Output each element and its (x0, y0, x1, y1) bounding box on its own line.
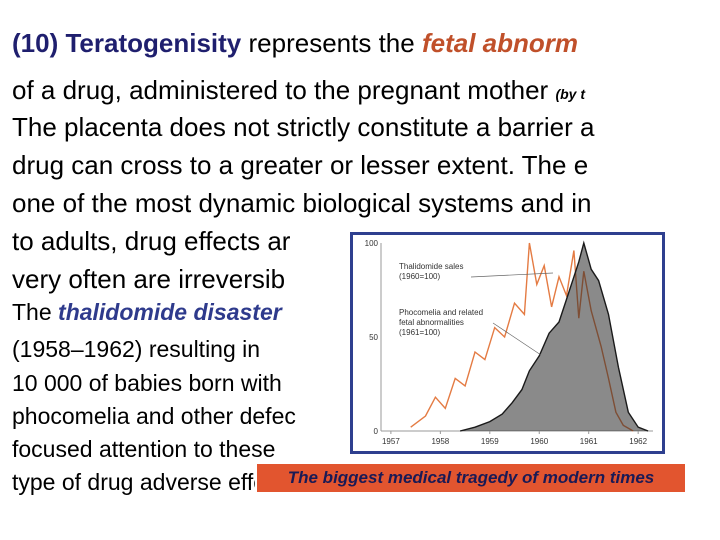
thalidomide-term: thalidomide disaster (58, 299, 282, 325)
heading-rest: represents the (248, 28, 415, 58)
thalidomide-chart: 0 50 100 1957 1958 1959 1960 1961 1962 Thalidomid… (350, 232, 665, 454)
x-tick-label: 1957 (382, 437, 400, 446)
series-area-phocomelia (460, 243, 649, 431)
annotation-leader-sales (470, 272, 554, 278)
chart-annotation: Thalidomide sales (399, 262, 463, 271)
x-tick-label: 1958 (431, 437, 449, 446)
body-line-12: focused attention to these (12, 436, 276, 462)
chart-annotation: (1961=100) (399, 328, 440, 337)
body-line-8: The thalidomide disaster (12, 299, 282, 325)
body-line-2-text: of a drug, administered to the pregnant … (12, 75, 549, 105)
chart-annotation: Phocomelia and related (399, 308, 483, 317)
x-tick-label: 1959 (481, 437, 499, 446)
heading-number: (10) (12, 28, 59, 58)
x-tick-label: 1961 (580, 437, 598, 446)
body-line-2-note: (by t (555, 86, 586, 102)
body-line-9: (1958–1962) resulting in (12, 336, 261, 362)
chart-canvas: 0 50 100 1957 1958 1959 1960 1961 1962 Thalidomid… (365, 239, 653, 446)
body-line-5: one of the most dynamic biological syste… (12, 188, 592, 218)
body-line-3: The placenta does not strictly constitut… (12, 112, 595, 142)
body-line-13: type of drug adverse effe (12, 469, 267, 495)
body-line-4: drug can cross to a greater or lesser ex… (12, 150, 589, 180)
chart-annotation: (1960=100) (399, 272, 440, 281)
y-tick-label: 100 (365, 239, 379, 248)
body-line-6: to adults, drug effects ar (12, 226, 291, 256)
body-line-8-pre: The (12, 299, 52, 325)
x-tick-label: 1962 (629, 437, 647, 446)
heading-term: Teratogenisity (65, 28, 242, 58)
body-line-11: phocomelia and other defec (12, 403, 296, 429)
body-line-7: very often are irreversib (12, 264, 286, 294)
y-tick-label: 0 (374, 427, 379, 436)
series-line-phocomelia (459, 240, 649, 432)
y-tick-label: 50 (369, 333, 378, 342)
slide-heading: (10) Teratogenisity represents the fetal… (12, 28, 578, 58)
x-tick-label: 1960 (530, 437, 548, 446)
annotation-leader-phocomelia (492, 322, 542, 356)
heading-accent: fetal abnorm (421, 28, 578, 58)
body-line-2: of a drug, administered to the pregnant … (12, 75, 585, 109)
tragedy-banner: The biggest medical tragedy of modern ti… (255, 462, 687, 494)
body-line-10: 10 000 of babies born with (12, 370, 282, 396)
chart-annotation: fetal abnormalities (399, 318, 464, 327)
